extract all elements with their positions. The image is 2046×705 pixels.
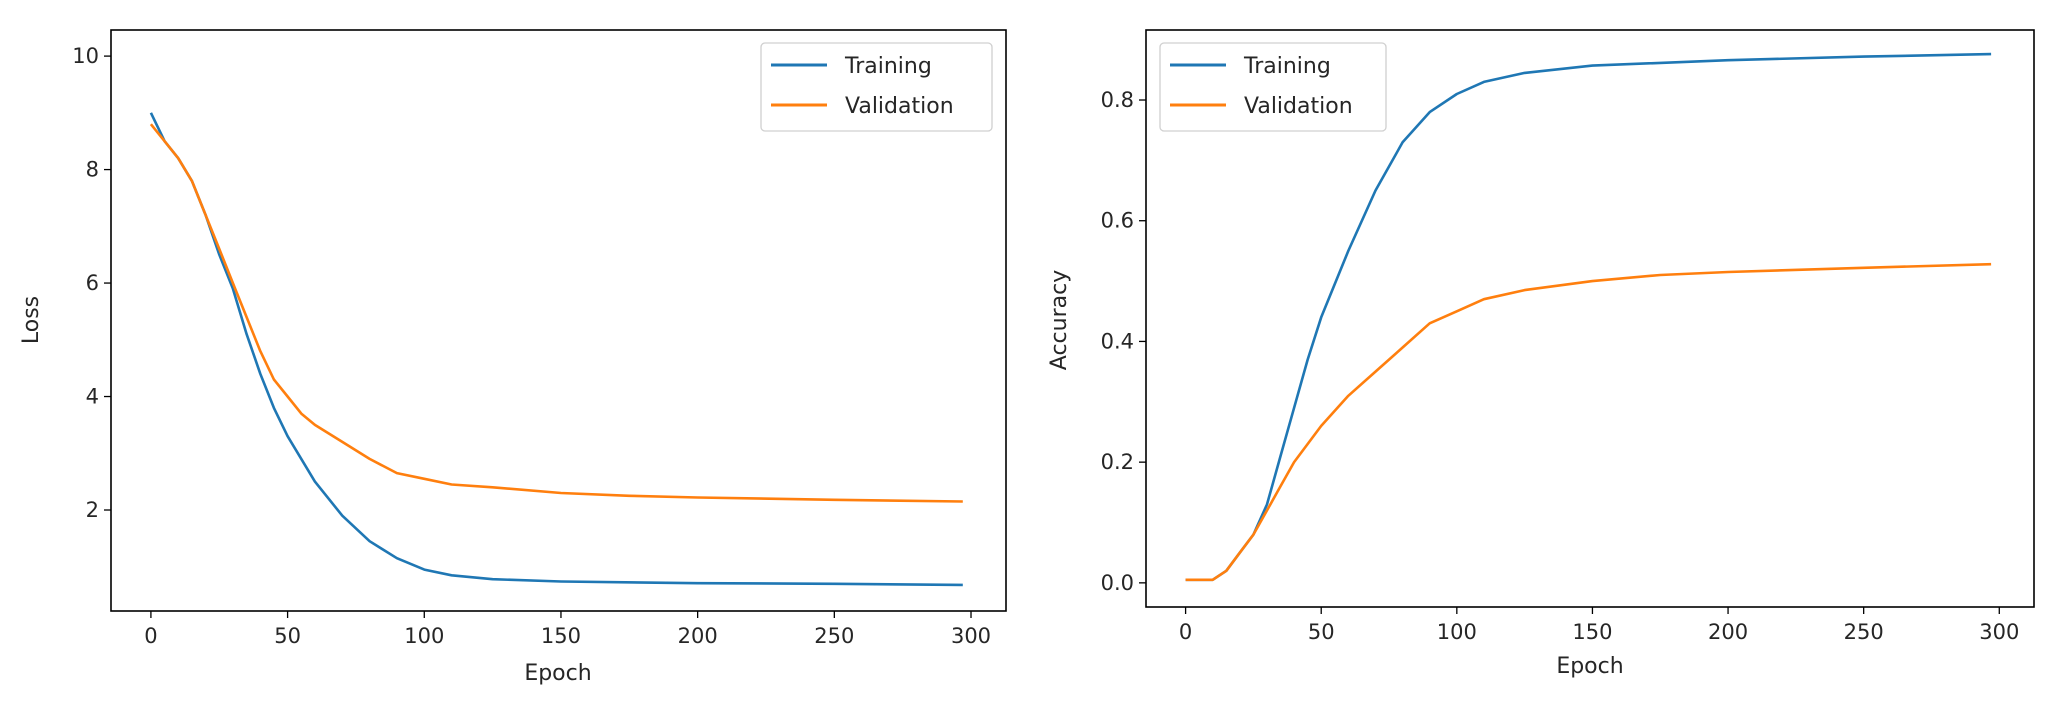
y-tick-label: 10 — [72, 44, 99, 68]
x-tick-label: 0 — [1179, 620, 1192, 644]
y-tick-label: 0.8 — [1101, 88, 1134, 112]
legend-label-training: Training — [1243, 54, 1331, 79]
x-tick-label: 300 — [951, 624, 991, 648]
plot-frame — [1145, 29, 2035, 608]
legend-label-validation: Validation — [1244, 94, 1353, 119]
x-axis-label: Epoch — [1556, 654, 1623, 679]
y-tick-label: 0.0 — [1101, 571, 1134, 595]
x-tick-label: 150 — [541, 624, 581, 648]
legend-label-training: Training — [844, 54, 932, 79]
x-axis-label: Epoch — [524, 661, 591, 686]
y-tick-label: 4 — [86, 385, 99, 409]
y-tick-label: 0.6 — [1101, 209, 1134, 233]
legend: Training Validation — [760, 42, 993, 132]
x-tick-label: 100 — [404, 624, 444, 648]
legend-label-validation: Validation — [845, 94, 954, 119]
y-tick-label: 6 — [86, 271, 99, 295]
x-tick-label: 250 — [814, 624, 854, 648]
series-line-validation — [149, 123, 963, 503]
y-tick-label: 2 — [86, 498, 99, 522]
series-line-training — [1185, 52, 1992, 582]
accuracy-chart: Epoch Accuracy 0 50 100 150 200 250 300 0.0 0.2 0… — [1047, 29, 2035, 679]
x-tick-label: 300 — [1979, 620, 2019, 644]
y-tick-label: 0.2 — [1101, 450, 1134, 474]
x-tick-label: 50 — [274, 624, 301, 648]
y-axis-label: Loss — [19, 296, 44, 344]
x-tick-label: 250 — [1844, 620, 1884, 644]
y-axis-label: Accuracy — [1047, 270, 1072, 370]
y-tick-label: 0.4 — [1101, 329, 1134, 353]
x-tick-label: 200 — [1708, 620, 1748, 644]
x-tick-label: 0 — [144, 624, 157, 648]
x-tick-label: 100 — [1437, 620, 1477, 644]
series-line-validation — [1185, 262, 1992, 582]
x-tick-label: 50 — [1308, 620, 1335, 644]
x-tick-label: 200 — [678, 624, 718, 648]
loss-chart: Epoch Loss 0 50 100 150 200 250 300 2 4 6 8 10 Train… — [19, 29, 1007, 686]
series-line-training — [149, 112, 963, 587]
x-tick-label: 150 — [1572, 620, 1612, 644]
y-tick-label: 8 — [86, 158, 99, 182]
plot-frame — [110, 29, 1007, 612]
legend: Training Validation — [1159, 42, 1387, 132]
